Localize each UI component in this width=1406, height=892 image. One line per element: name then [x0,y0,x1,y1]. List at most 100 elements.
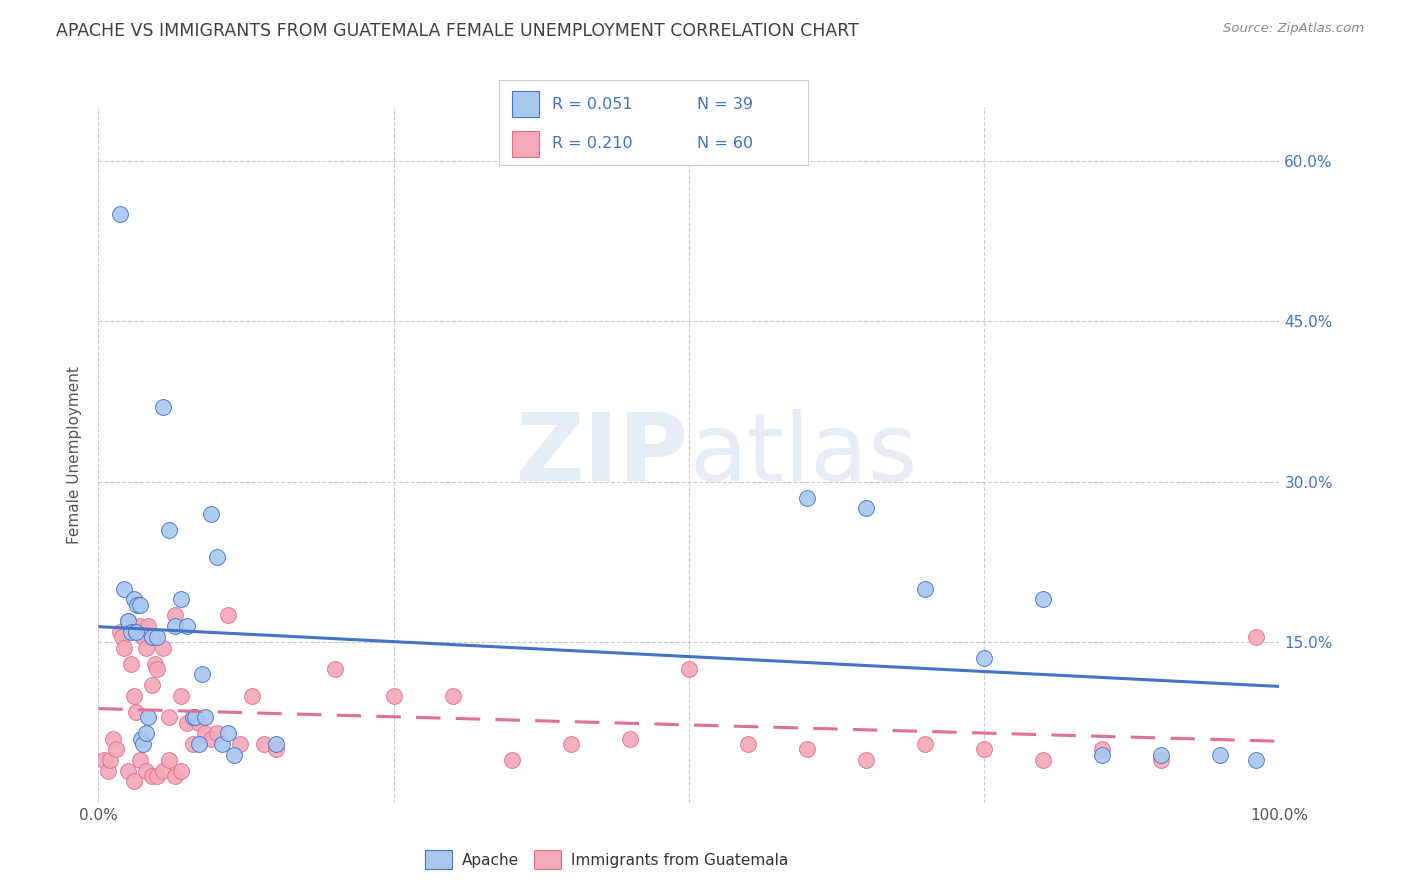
Point [108,207,131,221]
Point [170,592,193,607]
Point [176,619,198,633]
Point [217,726,239,740]
Point [181,710,204,724]
Point [143,657,166,671]
Text: R = 0.210: R = 0.210 [551,136,633,152]
Point [125,705,148,719]
Bar [512,91,540,117]
Point [146,769,169,783]
Text: ZIP: ZIP [516,409,689,501]
Point [112,582,135,596]
Point [200,731,222,746]
Point [1032,753,1054,767]
Point [157,523,180,537]
Point [1091,747,1114,762]
Point [111,630,134,644]
Point [105,742,128,756]
Point [101,731,124,746]
Point [205,726,228,740]
Point [796,742,818,756]
Text: atlas: atlas [689,409,917,501]
Bar [512,131,540,157]
Point [141,678,163,692]
Point [224,747,246,762]
Point [323,662,346,676]
Point [125,624,148,639]
Point [108,624,131,639]
Point [122,774,145,789]
Point [1150,747,1173,762]
Point [1150,753,1173,767]
Text: N = 60: N = 60 [697,136,754,152]
Point [135,640,157,655]
Point [191,667,214,681]
Point [136,710,159,724]
Point [187,715,209,730]
Point [194,710,217,724]
Point [181,737,204,751]
Point [157,753,180,767]
Point [117,614,139,628]
Point [122,689,145,703]
Point [117,614,139,628]
Point [165,608,187,623]
Point [855,753,877,767]
Point [141,630,163,644]
Point [127,598,149,612]
Point [141,769,163,783]
Point [1244,630,1267,644]
Point [129,731,152,746]
Point [136,619,159,633]
Point [240,689,263,703]
Text: APACHE VS IMMIGRANTS FROM GUATEMALA FEMALE UNEMPLOYMENT CORRELATION CHART: APACHE VS IMMIGRANTS FROM GUATEMALA FEMA… [56,22,859,40]
Point [1244,753,1267,767]
Point [152,764,174,778]
Point [146,630,169,644]
Point [97,764,120,778]
Point [501,753,523,767]
Point [121,657,143,671]
Point [211,737,233,751]
Point [1209,747,1232,762]
Point [132,737,155,751]
Y-axis label: Female Unemployment: Female Unemployment [67,366,83,544]
Point [170,764,193,778]
Point [1032,592,1054,607]
Point [914,582,936,596]
Point [187,737,209,751]
Point [165,619,187,633]
Point [121,624,143,639]
Point [184,710,207,724]
Point [264,742,287,756]
Point [253,737,276,751]
Point [146,662,169,676]
Text: N = 39: N = 39 [697,96,754,112]
Point [855,501,877,516]
Point [98,753,121,767]
Point [122,592,145,607]
Point [217,608,239,623]
Point [973,742,995,756]
Point [678,662,700,676]
Point [117,764,139,778]
Point [93,753,115,767]
Point [200,507,222,521]
Point [157,710,180,724]
Text: Source: ZipAtlas.com: Source: ZipAtlas.com [1223,22,1364,36]
Point [264,737,287,751]
Point [382,689,405,703]
Point [152,400,174,414]
Point [194,726,217,740]
Point [112,640,135,655]
Point [135,764,157,778]
Point [914,737,936,751]
Legend: Apache, Immigrants from Guatemala: Apache, Immigrants from Guatemala [419,845,794,875]
Text: R = 0.051: R = 0.051 [551,96,633,112]
Point [205,549,228,564]
Point [560,737,582,751]
Point [128,619,150,633]
Point [128,753,150,767]
Point [128,598,150,612]
Point [973,651,995,665]
Point [135,726,157,740]
